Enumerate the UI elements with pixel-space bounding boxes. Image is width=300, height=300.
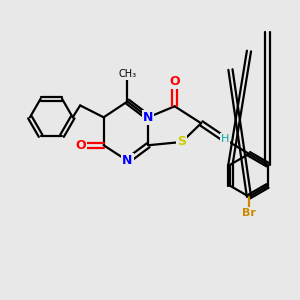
Text: N: N — [143, 111, 153, 124]
Text: CH₃: CH₃ — [118, 69, 136, 79]
Text: H: H — [221, 134, 229, 144]
Text: O: O — [169, 75, 180, 88]
Text: O: O — [76, 139, 86, 152]
Text: N: N — [122, 154, 133, 167]
Text: Br: Br — [242, 208, 256, 218]
Text: S: S — [177, 136, 186, 148]
